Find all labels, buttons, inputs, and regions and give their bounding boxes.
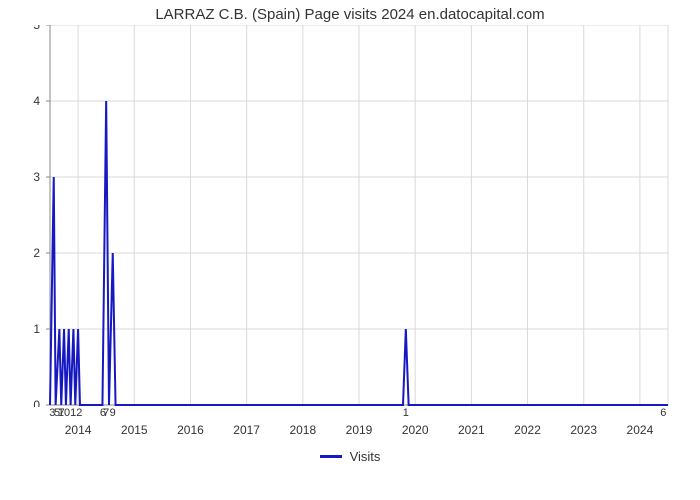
- chart-title: LARRAZ C.B. (Spain) Page visits 2024 en.…: [0, 0, 700, 25]
- x-year-tick: 2016: [177, 423, 204, 437]
- x-year-tick: 2014: [65, 423, 92, 437]
- chart-container: 012345 357101267916 20142015201620172018…: [0, 25, 700, 439]
- x-year-tick: 2024: [627, 423, 654, 437]
- svg-text:5: 5: [33, 25, 40, 32]
- x-minor-tick: 9: [110, 407, 116, 419]
- x-minor-tick: 1: [403, 407, 409, 419]
- x-year-tick: 2021: [458, 423, 485, 437]
- svg-text:0: 0: [33, 398, 40, 407]
- chart-legend: Visits: [0, 449, 700, 464]
- svg-text:1: 1: [33, 322, 40, 336]
- legend-swatch: [320, 455, 342, 458]
- svg-text:2: 2: [33, 246, 40, 260]
- svg-text:4: 4: [33, 94, 40, 108]
- x-year-tick: 2020: [402, 423, 429, 437]
- x-year-tick: 2023: [570, 423, 597, 437]
- x-minor-tick: 1012: [58, 407, 82, 419]
- x-year-tick: 2018: [289, 423, 316, 437]
- svg-text:3: 3: [33, 170, 40, 184]
- x-year-tick: 2015: [121, 423, 148, 437]
- x-year-tick-row: 2014 2015 2016 2017 2018 2019 2020 2021 2022 2023…: [50, 423, 668, 439]
- x-minor-tick: 6: [660, 407, 666, 419]
- visits-line-chart: 0 1 2 3 4 5: [0, 25, 700, 407]
- x-minor-tick-row: 357101267916: [50, 407, 668, 421]
- legend-label: Visits: [350, 449, 381, 464]
- x-year-tick: 2022: [514, 423, 541, 437]
- x-minor-tick: 7: [103, 407, 109, 419]
- x-year-tick: 2019: [346, 423, 373, 437]
- x-year-tick: 2017: [233, 423, 260, 437]
